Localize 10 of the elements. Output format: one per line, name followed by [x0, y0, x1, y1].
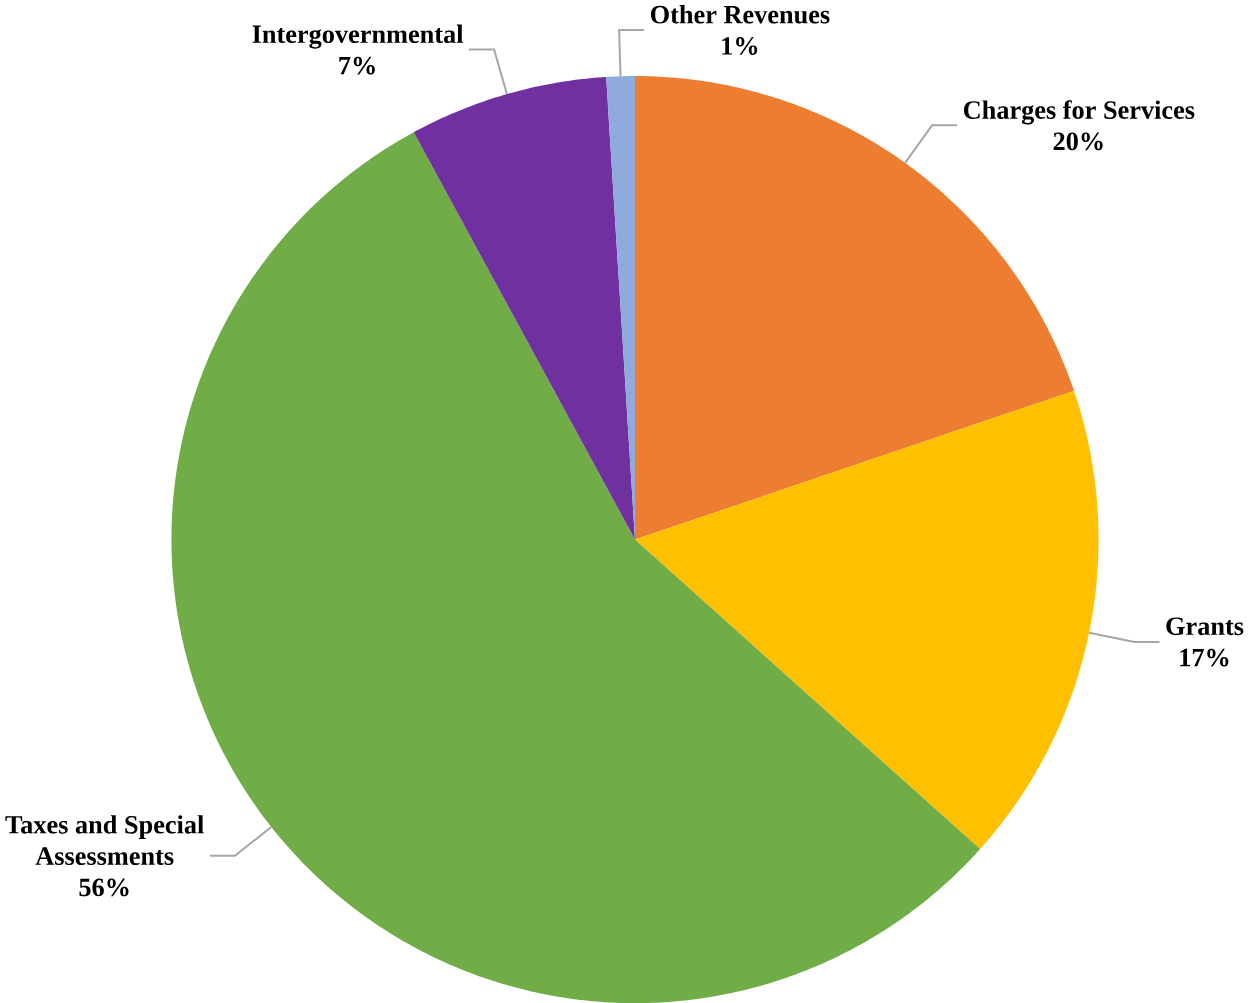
slice-label: Charges for Services	[963, 100, 1195, 125]
slice-label: Grants	[1166, 617, 1244, 636]
slice-label: Intergovernmental	[252, 24, 464, 49]
data-label: 1%	[722, 37, 758, 55]
data-label: 56%	[79, 878, 129, 897]
data-label: 20%	[1053, 132, 1103, 151]
data-label: 7%	[339, 56, 375, 75]
slice-label: Taxes and Special Assessments	[5, 815, 204, 865]
slice-label: Other Revenues	[650, 4, 830, 24]
data-label: 17%	[1180, 648, 1229, 667]
